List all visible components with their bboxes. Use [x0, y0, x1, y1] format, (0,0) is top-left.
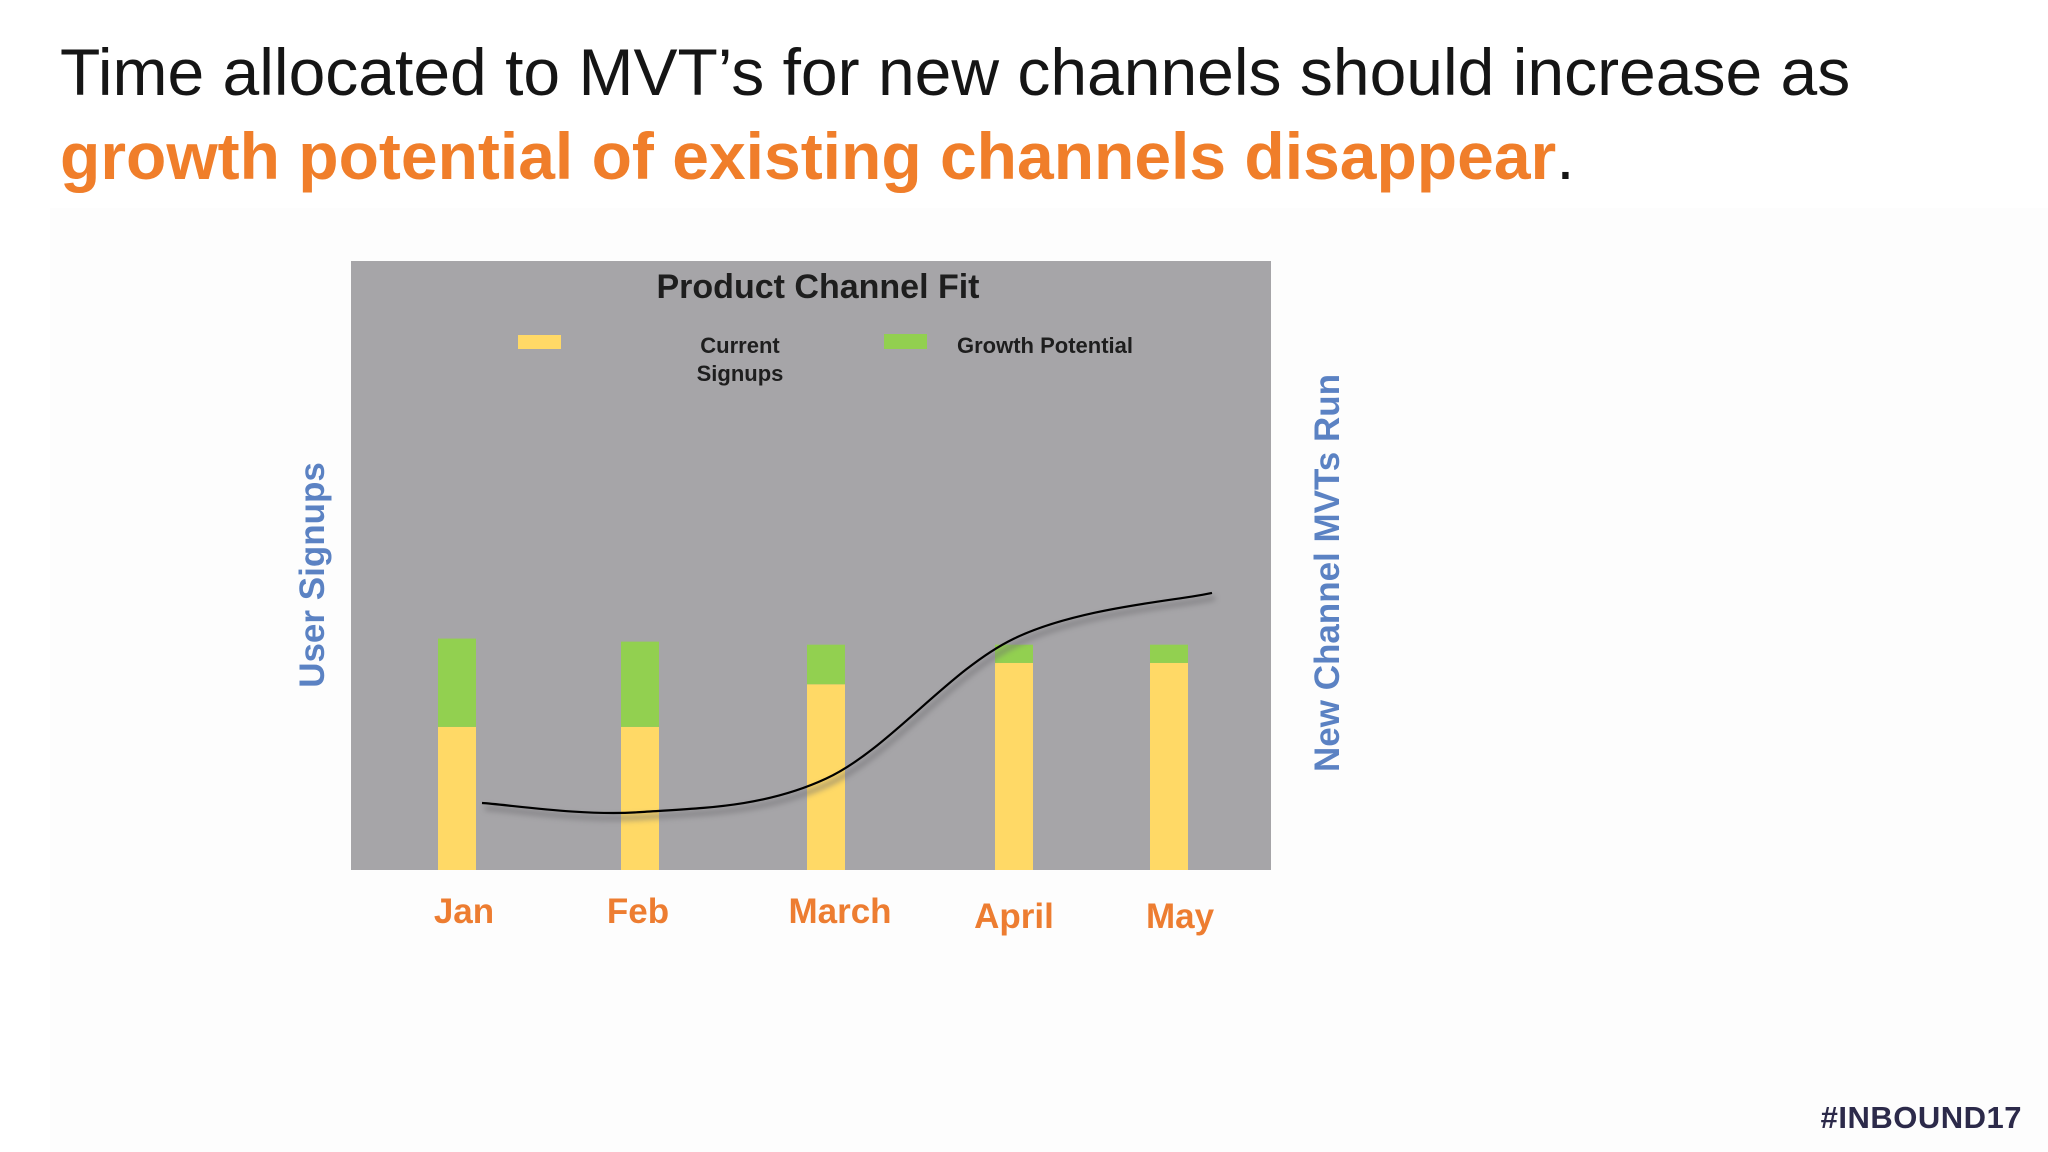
bar-growth-potential: [807, 644, 845, 685]
bar-growth-potential: [621, 641, 659, 727]
legend-label-growth-potential: Growth Potential: [957, 333, 1133, 358]
headline-text: Time allocated to MVT’s for new channels…: [60, 35, 1851, 109]
bar-current-signups: [438, 726, 476, 870]
trend-line-shadow: [484, 595, 1216, 821]
bar-current-signups: [1150, 662, 1188, 870]
x-tick-label: March: [788, 892, 891, 931]
headline-highlight: growth potential of existing channels di…: [60, 119, 1557, 193]
secondary-y-axis-label: New Channel MVTs Run: [1308, 374, 1347, 772]
y-axis-label: User Signups: [293, 462, 332, 688]
legend-label-current-signups: Current: [700, 333, 780, 358]
headline-period: .: [1556, 119, 1575, 193]
event-hashtag: #INBOUND17: [1820, 1100, 2022, 1135]
x-tick-label: Feb: [607, 892, 669, 931]
legend-swatch-current-signups: [518, 335, 561, 349]
legend-swatch-growth-potential: [884, 334, 927, 349]
x-tick-label: May: [1146, 897, 1215, 936]
legend-label-current-signups: Signups: [697, 361, 784, 386]
bar-growth-potential: [1150, 644, 1188, 663]
slide-headline: Time allocated to MVT’s for new channels…: [60, 30, 2020, 198]
chart-title: Product Channel Fit: [657, 268, 980, 306]
x-tick-label: Jan: [434, 892, 494, 931]
bar-current-signups: [621, 726, 659, 870]
bar-growth-potential: [438, 638, 476, 727]
bar-current-signups: [995, 662, 1033, 870]
new-channel-mvts-line: [481, 591, 1213, 815]
x-tick-label: April: [974, 897, 1054, 936]
